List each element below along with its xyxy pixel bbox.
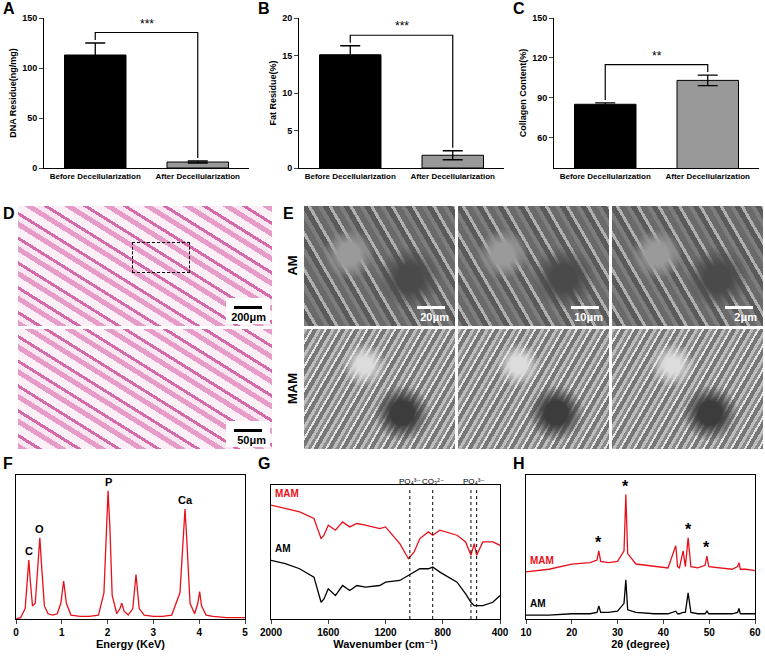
html-text:50μm: 50μm xyxy=(237,434,266,446)
svg-text:150: 150 xyxy=(22,13,37,23)
html-text:H: H xyxy=(513,455,525,472)
svg-text:After Decellularization: After Decellularization xyxy=(156,172,241,181)
html-text:A: A xyxy=(3,0,15,17)
svg-text:400: 400 xyxy=(492,627,509,638)
svg-text:2000: 2000 xyxy=(260,627,283,638)
svg-text:2θ (degree): 2θ (degree) xyxy=(611,638,670,650)
svg-text:120: 120 xyxy=(532,53,547,63)
svg-text:**: ** xyxy=(652,49,662,63)
svg-text:MAM: MAM xyxy=(530,555,554,566)
svg-text:60: 60 xyxy=(537,133,547,143)
html-text:MAM: MAM xyxy=(284,373,300,404)
html-text:E: E xyxy=(283,205,294,222)
svg-text:1: 1 xyxy=(59,627,65,638)
html-text:B: B xyxy=(258,0,270,17)
svg-text:C: C xyxy=(25,545,33,557)
svg-text:1200: 1200 xyxy=(374,627,397,638)
html-text:G: G xyxy=(258,455,271,472)
svg-text:10: 10 xyxy=(282,88,292,98)
svg-text:Ca: Ca xyxy=(178,494,193,506)
svg-text:***: *** xyxy=(140,17,154,31)
svg-text:5: 5 xyxy=(242,627,248,638)
svg-text:30: 30 xyxy=(612,627,624,638)
svg-text:50: 50 xyxy=(27,113,37,123)
svg-text:*: * xyxy=(595,534,602,551)
svg-text:After Decellularization: After Decellularization xyxy=(411,172,496,181)
svg-text:CO₃²⁻: CO₃²⁻ xyxy=(422,477,444,486)
svg-text:15: 15 xyxy=(282,51,292,61)
svg-text:O: O xyxy=(35,523,44,535)
svg-text:100: 100 xyxy=(22,63,37,73)
html-text:200μm: 200μm xyxy=(231,311,266,323)
html-text:20μm: 20μm xyxy=(420,311,449,323)
svg-text:PO₄³⁻: PO₄³⁻ xyxy=(399,477,421,486)
svg-text:2: 2 xyxy=(105,627,111,638)
svg-text:50: 50 xyxy=(704,627,716,638)
svg-text:P: P xyxy=(105,476,112,488)
svg-text:*: * xyxy=(703,539,710,556)
svg-text:Before Decellularization: Before Decellularization xyxy=(560,172,651,181)
svg-text:Wavenumber (cm⁻¹): Wavenumber (cm⁻¹) xyxy=(333,638,438,650)
svg-text:20: 20 xyxy=(566,627,578,638)
svg-text:4: 4 xyxy=(196,627,202,638)
svg-text:Energy (KeV): Energy (KeV) xyxy=(96,638,165,650)
html-text:F: F xyxy=(3,455,13,472)
svg-text:Before Decellularization: Before Decellularization xyxy=(50,172,141,181)
svg-text:Before Decellularization: Before Decellularization xyxy=(305,172,396,181)
svg-text:0: 0 xyxy=(287,163,292,173)
html-text:D: D xyxy=(3,205,15,222)
svg-text:*: * xyxy=(685,521,692,538)
svg-text:0: 0 xyxy=(32,163,37,173)
svg-text:MAM: MAM xyxy=(275,488,299,499)
html-text:AM: AM xyxy=(284,255,300,276)
svg-text:AM: AM xyxy=(275,543,291,554)
svg-text:5: 5 xyxy=(287,126,292,136)
svg-text:3: 3 xyxy=(151,627,157,638)
svg-text:10: 10 xyxy=(520,627,532,638)
html-text:10μm: 10μm xyxy=(574,311,603,323)
svg-text:After Decellularization: After Decellularization xyxy=(666,172,751,181)
svg-text:40: 40 xyxy=(658,627,670,638)
svg-text:90: 90 xyxy=(537,93,547,103)
svg-text:Fat Residue(%): Fat Residue(%) xyxy=(268,60,278,125)
svg-text:20: 20 xyxy=(282,13,292,23)
html-text:2μm: 2μm xyxy=(734,311,757,323)
svg-text:0: 0 xyxy=(13,627,19,638)
svg-text:AM: AM xyxy=(530,598,546,609)
svg-text:DNA Residue(ng/mg): DNA Residue(ng/mg) xyxy=(8,48,18,138)
svg-text:800: 800 xyxy=(434,627,451,638)
svg-text:***: *** xyxy=(395,19,409,33)
svg-text:60: 60 xyxy=(749,627,761,638)
svg-text:PO₄³⁻: PO₄³⁻ xyxy=(463,477,485,486)
html-text:C: C xyxy=(513,0,525,17)
svg-text:1600: 1600 xyxy=(317,627,340,638)
svg-text:Collagen Content(%): Collagen Content(%) xyxy=(518,49,528,138)
svg-text:150: 150 xyxy=(532,13,547,23)
svg-text:*: * xyxy=(622,478,629,495)
